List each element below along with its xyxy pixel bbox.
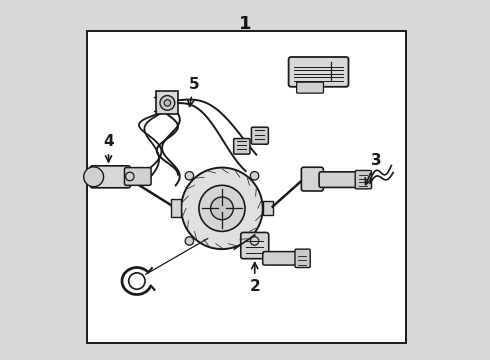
- Circle shape: [250, 237, 259, 245]
- Bar: [87, 31, 406, 343]
- Circle shape: [199, 185, 245, 231]
- Circle shape: [211, 197, 233, 220]
- Bar: [263, 201, 272, 215]
- Bar: [156, 91, 178, 114]
- Circle shape: [84, 167, 103, 187]
- FancyBboxPatch shape: [251, 127, 269, 144]
- Circle shape: [160, 95, 175, 110]
- Bar: [171, 199, 181, 217]
- FancyBboxPatch shape: [289, 57, 348, 87]
- Text: 1: 1: [239, 15, 251, 33]
- Text: 2: 2: [249, 262, 260, 294]
- FancyBboxPatch shape: [319, 172, 359, 188]
- FancyBboxPatch shape: [301, 167, 323, 191]
- Circle shape: [250, 171, 259, 180]
- FancyBboxPatch shape: [241, 233, 269, 259]
- Circle shape: [185, 237, 194, 245]
- FancyBboxPatch shape: [234, 139, 250, 154]
- FancyBboxPatch shape: [90, 166, 130, 188]
- Text: 4: 4: [103, 134, 114, 162]
- FancyBboxPatch shape: [263, 252, 298, 265]
- Text: 3: 3: [365, 153, 381, 185]
- FancyBboxPatch shape: [296, 82, 323, 93]
- FancyBboxPatch shape: [295, 249, 310, 267]
- Circle shape: [164, 100, 171, 106]
- Text: 5: 5: [188, 77, 199, 106]
- Circle shape: [185, 171, 194, 180]
- FancyBboxPatch shape: [355, 170, 371, 189]
- FancyBboxPatch shape: [124, 168, 151, 185]
- Circle shape: [181, 168, 263, 249]
